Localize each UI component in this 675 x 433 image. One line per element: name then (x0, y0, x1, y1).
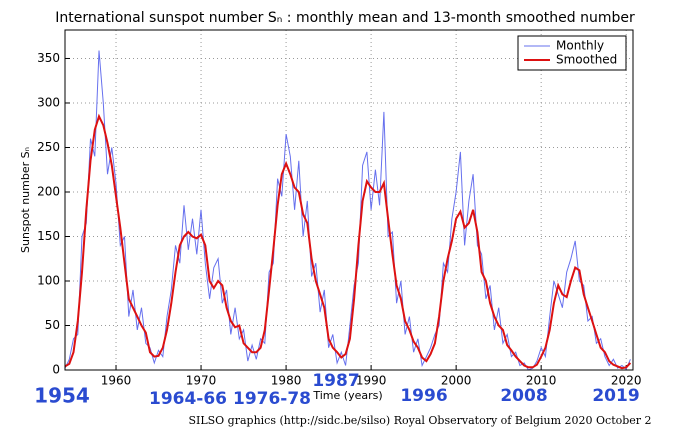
y-tick-label: 350 (37, 51, 60, 65)
y-tick-label: 0 (52, 363, 60, 377)
x-axis-label: Time (years) (312, 389, 382, 402)
chart-title: International sunspot number Sₙ : monthl… (55, 10, 635, 26)
series-line (64, 113, 632, 370)
x-tick-label: 2000 (441, 374, 472, 388)
series-line (64, 50, 631, 371)
annotation: 1954 (34, 384, 90, 408)
x-tick-label: 2020 (611, 374, 642, 388)
y-tick-label: 150 (37, 229, 60, 243)
legend-box (517, 35, 627, 71)
annotation: 1987 (312, 371, 359, 391)
plot-frame (64, 29, 634, 371)
annotation: 1996 (400, 386, 447, 406)
y-axis-label: Sunspot number Sₙ (19, 147, 32, 253)
y-tick-label: 300 (37, 95, 60, 109)
y-tick-label: 100 (37, 273, 60, 287)
y-tick-label: 50 (45, 318, 60, 332)
y-tick-label: 250 (37, 140, 60, 154)
x-tick-label: 1970 (186, 374, 217, 388)
credit: SILSO graphics (http://sidc.be/silso) Ro… (188, 414, 651, 427)
annotation: 1976-78 (233, 389, 311, 409)
annotation: 1964-66 (149, 389, 227, 409)
x-tick-label: 1980 (271, 374, 302, 388)
annotation: 2019 (592, 386, 639, 406)
legend-label: Smoothed (556, 53, 617, 67)
x-tick-label: 2010 (526, 374, 557, 388)
y-tick-label: 200 (37, 184, 60, 198)
legend-label: Monthly (556, 39, 604, 53)
x-tick-label: 1990 (356, 374, 387, 388)
x-tick-label: 1960 (101, 374, 132, 388)
annotation: 2008 (500, 386, 547, 406)
